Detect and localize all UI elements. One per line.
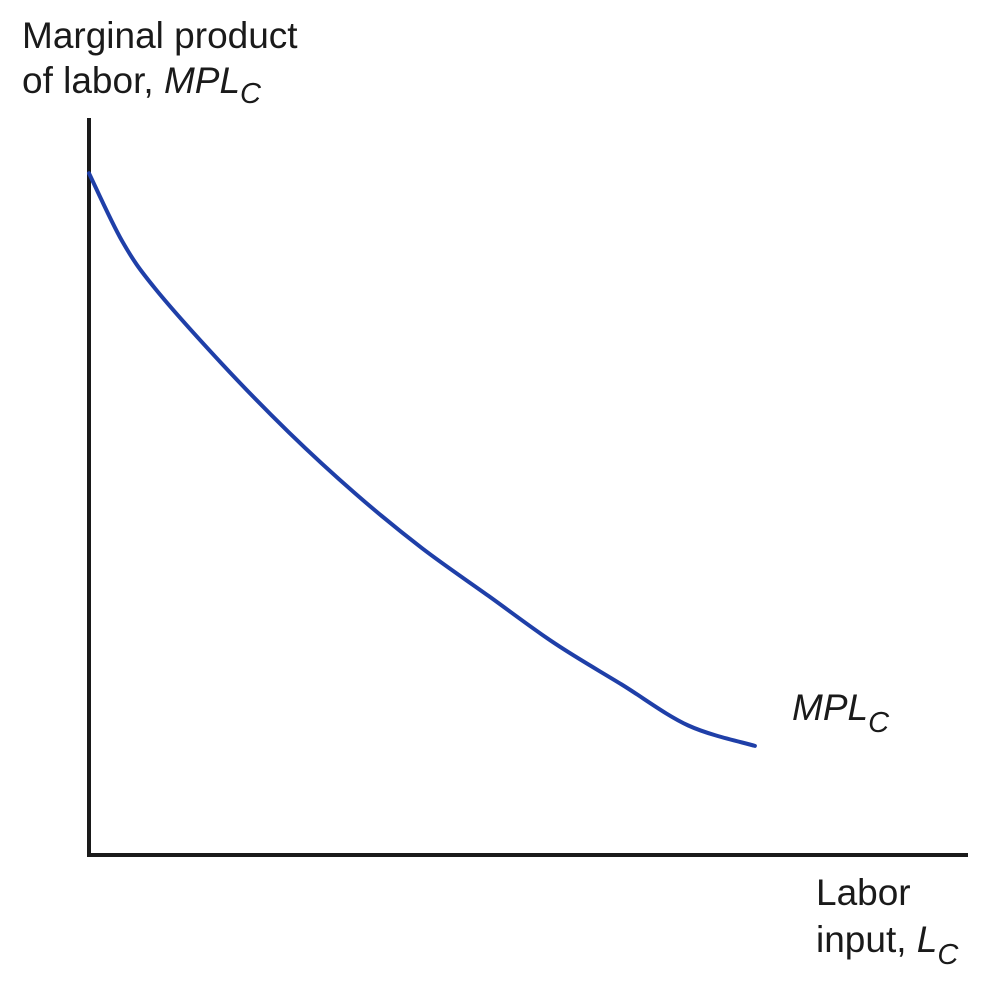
- y-axis-label-var: MPL: [164, 60, 240, 101]
- y-axis-label-sub: C: [240, 78, 262, 110]
- y-axis-label-line1: Marginal product: [22, 15, 298, 56]
- series-label-var: MPL: [792, 687, 868, 728]
- x-axis-label-prefix: input,: [816, 919, 917, 960]
- y-axis-label-prefix: of labor,: [22, 60, 164, 101]
- x-axis-label-sub: C: [937, 939, 959, 971]
- series-label: MPLC: [792, 687, 890, 739]
- y-axis-label-line2: of labor, MPLC: [22, 60, 262, 110]
- x-axis-label-line2: input, LC: [816, 919, 959, 971]
- x-axis-label-line1: Labor: [816, 872, 911, 913]
- series-label-sub: C: [868, 707, 890, 739]
- mpl-curve: [87, 171, 757, 748]
- x-axis-label-var: L: [917, 919, 938, 960]
